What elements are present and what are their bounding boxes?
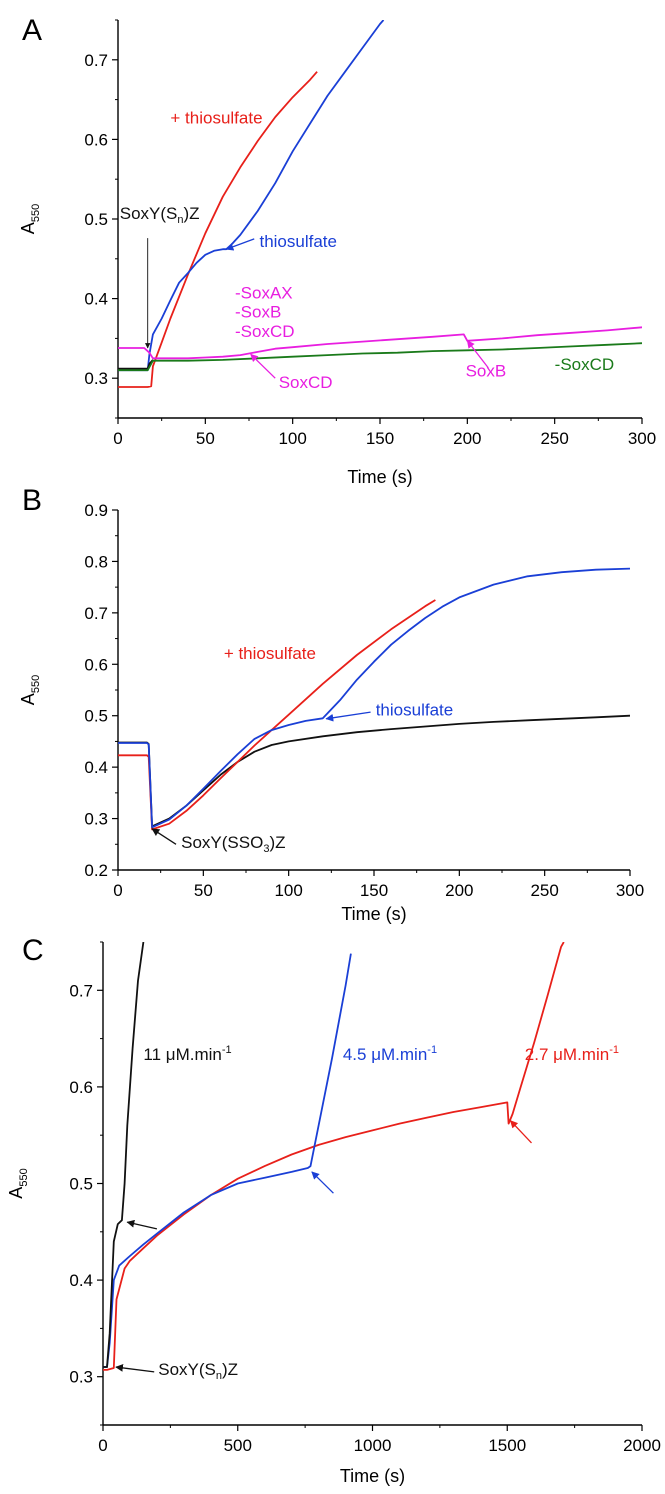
y-tick-label: 0.8: [84, 552, 108, 571]
series-line-blue: [118, 20, 385, 372]
panel-letter: A: [22, 14, 42, 47]
y-tick-label: 0.7: [84, 51, 108, 70]
y-tick-label: 0.7: [84, 604, 108, 623]
annotation-label: + thiosulfate: [224, 644, 316, 663]
x-tick-label: 0: [113, 429, 122, 448]
annotation-label: SoxY(SSO3)Z: [181, 833, 285, 855]
y-axis-label: A550: [18, 204, 42, 234]
annotation-label: SoxY(Sn)Z: [120, 204, 200, 226]
annotation-label: thiosulfate: [376, 701, 454, 720]
series-line-magenta: [118, 326, 642, 360]
y-tick-label: 0.6: [69, 1078, 93, 1097]
annotation-label: 2.7 μM.min-1: [525, 1044, 619, 1064]
x-tick-label: 0: [113, 881, 122, 900]
annotation-arrow: [509, 1120, 532, 1144]
x-tick-label: 250: [540, 429, 568, 448]
annotation-label: + thiosulfate: [170, 108, 262, 127]
x-tick-label: 50: [196, 429, 215, 448]
annotation-arrow: [325, 711, 371, 722]
y-tick-label: 0.3: [84, 810, 108, 829]
x-tick-label: 250: [530, 881, 558, 900]
x-axis-label: Time (s): [340, 1466, 405, 1486]
annotation-label: SoxCD: [279, 373, 333, 392]
x-tick-label: 300: [616, 881, 644, 900]
x-tick-label: 1000: [354, 1436, 392, 1455]
y-tick-label: 0.4: [84, 758, 108, 777]
panel-c: C 0 500 1000 1500 2000 0.3 0.4 0.5 0.6 0.7 Time (s)…: [6, 934, 661, 1486]
x-tick-label: 300: [628, 429, 656, 448]
annotation-label: -SoxAX: [235, 284, 293, 303]
annotation-arrow: [466, 340, 489, 369]
y-tick-label: 0.5: [84, 210, 108, 229]
y-axis-label: A550: [18, 675, 42, 705]
annotation-arrow: [250, 353, 276, 379]
y-tick-label: 0.9: [84, 501, 108, 520]
x-tick-label: 500: [224, 1436, 252, 1455]
annotation-arrow: [311, 1171, 334, 1194]
x-tick-label: 50: [194, 881, 213, 900]
x-axis-label: Time (s): [341, 904, 406, 924]
y-tick-label: 0.7: [69, 981, 93, 1000]
annotation-arrow: [115, 1364, 155, 1373]
x-tick-label: 150: [366, 429, 394, 448]
panel-letter: C: [22, 934, 44, 967]
series-line-red: [103, 942, 565, 1371]
panel-b: B 0 50 100 150 200 250 300 0.2 0.3 0.4 0.5 0.6 0.7 0.8…: [18, 484, 644, 924]
annotation-label: SoxY(Sn)Z: [158, 1360, 238, 1382]
y-axis-label: A550: [6, 1168, 30, 1198]
annotation-arrow: [126, 1219, 158, 1230]
annotation-arrow: [151, 828, 177, 845]
panel-a: A 0 50 100 150 200 250 300 0.3 0.4 0.5 0.6 0.7 Time (…: [18, 14, 656, 487]
y-tick-label: 0.2: [84, 861, 108, 880]
annotation-label: 4.5 μM.min-1: [343, 1044, 437, 1064]
y-tick-label: 0.5: [84, 707, 108, 726]
annotation-label: -SoxCD: [235, 322, 295, 341]
x-tick-label: 1500: [488, 1436, 526, 1455]
series-line-red: [118, 71, 318, 388]
series-line-black: [118, 359, 154, 370]
y-tick-label: 0.4: [84, 290, 108, 309]
annotation-label: thiosulfate: [259, 232, 337, 251]
annotation-arrow: [225, 238, 255, 251]
y-tick-label: 0.3: [84, 369, 108, 388]
x-tick-label: 200: [445, 881, 473, 900]
y-tick-label: 0.6: [84, 655, 108, 674]
x-tick-label: 0: [98, 1436, 107, 1455]
series-line-blue: [103, 953, 352, 1368]
series-line-blue: [118, 567, 630, 829]
x-tick-label: 100: [274, 881, 302, 900]
y-tick-label: 0.6: [84, 130, 108, 149]
x-tick-label: 150: [360, 881, 388, 900]
annotation-label: -SoxCD: [555, 355, 615, 374]
y-tick-label: 0.4: [69, 1271, 93, 1290]
series-line-black: [103, 942, 145, 1368]
x-axis-label: Time (s): [347, 467, 412, 487]
y-tick-label: 0.3: [69, 1368, 93, 1387]
x-tick-label: 2000: [623, 1436, 661, 1455]
x-tick-label: 200: [453, 429, 481, 448]
x-tick-label: 100: [278, 429, 306, 448]
annotation-label: -SoxB: [235, 303, 281, 322]
annotation-label: SoxB: [466, 362, 507, 381]
y-tick-label: 0.5: [69, 1175, 93, 1194]
series-line-black: [118, 714, 630, 828]
annotation-label: 11 μM.min-1: [143, 1044, 231, 1064]
series-line-green: [118, 342, 642, 372]
panel-letter: B: [22, 484, 42, 517]
